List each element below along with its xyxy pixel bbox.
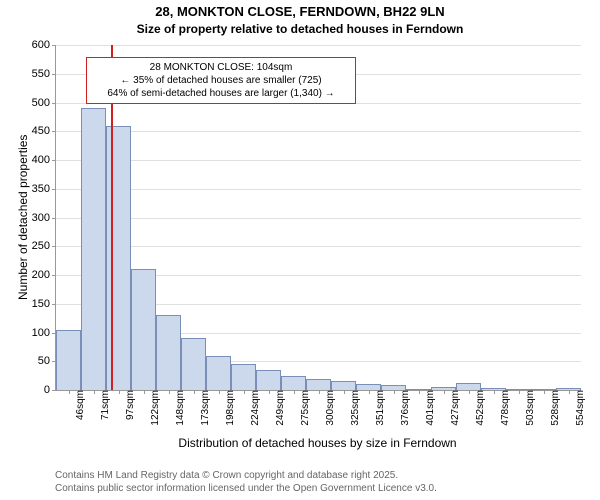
xtick-mark [494, 390, 495, 394]
ytick-label: 600 [32, 39, 56, 51]
gridline [56, 189, 581, 190]
xtick-mark [469, 390, 470, 394]
ytick-label: 550 [32, 68, 56, 80]
xtick-label: 325sqm [348, 390, 361, 426]
histogram-bar [206, 356, 231, 391]
ytick-label: 300 [32, 212, 56, 224]
histogram-bar [131, 269, 156, 390]
xtick-mark [544, 390, 545, 394]
xtick-label: 173sqm [198, 390, 211, 426]
xtick-mark [94, 390, 95, 394]
xtick-label: 528sqm [548, 390, 561, 426]
xtick-label: 478sqm [498, 390, 511, 426]
xtick-label: 376sqm [398, 390, 411, 426]
xtick-label: 97sqm [123, 390, 136, 420]
xtick-label: 351sqm [373, 390, 386, 426]
xtick-label: 46sqm [73, 390, 86, 420]
histogram-bar [81, 108, 106, 390]
histogram-bar [306, 379, 331, 391]
gridline [56, 131, 581, 132]
xtick-label: 198sqm [223, 390, 236, 426]
callout-box: 28 MONKTON CLOSE: 104sqm ← 35% of detach… [86, 57, 356, 104]
ytick-label: 450 [32, 125, 56, 137]
ytick-label: 350 [32, 183, 56, 195]
xtick-label: 122sqm [148, 390, 161, 426]
ytick-label: 250 [32, 240, 56, 252]
histogram-bar [281, 376, 306, 390]
ytick-label: 0 [44, 384, 56, 396]
histogram-bar [56, 330, 81, 390]
xtick-mark [269, 390, 270, 394]
xtick-label: 148sqm [173, 390, 186, 426]
ytick-label: 150 [32, 298, 56, 310]
xtick-mark [519, 390, 520, 394]
xtick-mark [394, 390, 395, 394]
histogram-bar [256, 370, 281, 390]
histogram-bar [231, 364, 256, 390]
xtick-label: 224sqm [248, 390, 261, 426]
histogram-bar [156, 315, 181, 390]
gridline [56, 218, 581, 219]
ytick-label: 400 [32, 154, 56, 166]
ytick-label: 200 [32, 269, 56, 281]
xtick-mark [194, 390, 195, 394]
footer-line2: Contains public sector information licen… [55, 483, 437, 494]
histogram-bar [106, 126, 131, 391]
gridline [56, 246, 581, 247]
chart-title-line1: 28, MONKTON CLOSE, FERNDOWN, BH22 9LN [0, 4, 600, 19]
xtick-label: 503sqm [523, 390, 536, 426]
ytick-label: 50 [38, 355, 56, 367]
y-axis-label: Number of detached properties [16, 135, 30, 300]
ytick-label: 500 [32, 97, 56, 109]
xtick-mark [444, 390, 445, 394]
xtick-mark [419, 390, 420, 394]
xtick-mark [319, 390, 320, 394]
gridline [56, 160, 581, 161]
xtick-mark [144, 390, 145, 394]
histogram-plot-area: 05010015020025030035040045050055060046sq… [55, 45, 581, 391]
xtick-label: 249sqm [273, 390, 286, 426]
xtick-label: 401sqm [423, 390, 436, 426]
callout-line3: 64% of semi-detached houses are larger (… [93, 87, 349, 100]
xtick-mark [219, 390, 220, 394]
histogram-bar [331, 381, 356, 390]
chart-title-line2: Size of property relative to detached ho… [0, 22, 600, 36]
xtick-label: 275sqm [298, 390, 311, 426]
histogram-bar [181, 338, 206, 390]
gridline [56, 45, 581, 46]
xtick-label: 554sqm [573, 390, 586, 426]
xtick-label: 300sqm [323, 390, 336, 426]
xtick-mark [569, 390, 570, 394]
callout-line1: 28 MONKTON CLOSE: 104sqm [93, 61, 349, 74]
xtick-mark [169, 390, 170, 394]
xtick-label: 427sqm [448, 390, 461, 426]
xtick-mark [344, 390, 345, 394]
x-axis-label: Distribution of detached houses by size … [55, 436, 580, 450]
ytick-label: 100 [32, 327, 56, 339]
xtick-mark [244, 390, 245, 394]
histogram-bar [456, 383, 481, 390]
xtick-mark [69, 390, 70, 394]
xtick-mark [369, 390, 370, 394]
xtick-mark [119, 390, 120, 394]
xtick-mark [294, 390, 295, 394]
footer-line1: Contains HM Land Registry data © Crown c… [55, 470, 398, 481]
xtick-label: 452sqm [473, 390, 486, 426]
callout-line2: ← 35% of detached houses are smaller (72… [93, 74, 349, 87]
xtick-label: 71sqm [98, 390, 111, 420]
